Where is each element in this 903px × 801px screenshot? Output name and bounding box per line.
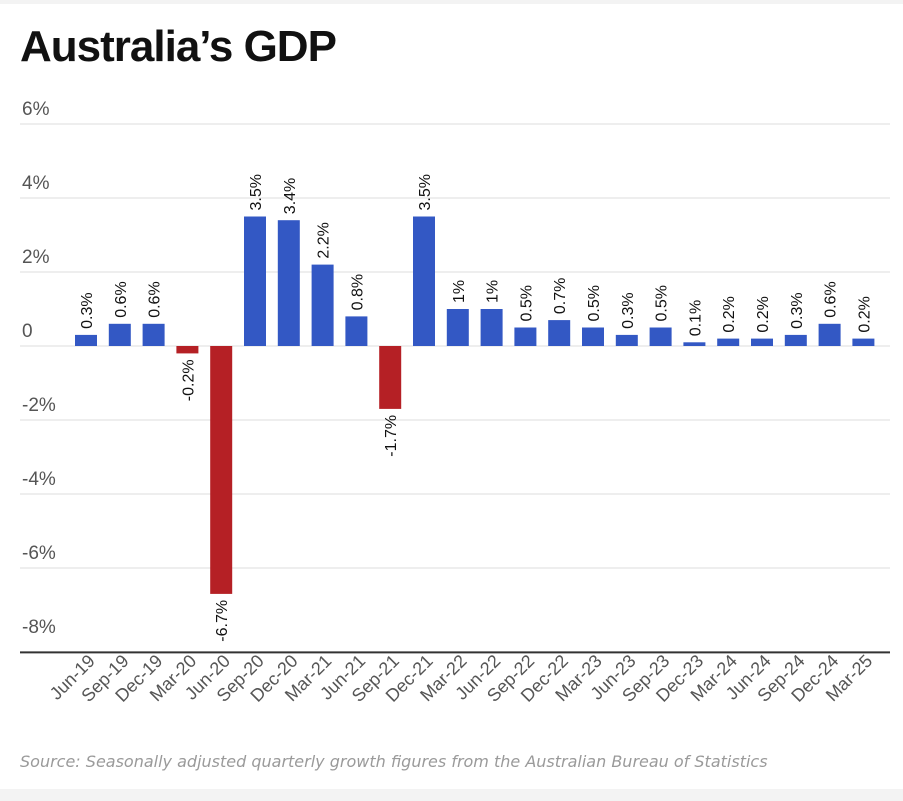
bar-sep-23 [649, 327, 672, 346]
data-label: 0.1% [687, 300, 704, 336]
bar-sep-19 [108, 323, 131, 346]
x-axis-tick-labels: Jun-19Sep-19Dec-19Mar-20Jun-20Sep-20Dec-… [46, 651, 876, 706]
data-label: 0.6% [147, 281, 164, 317]
data-label: -0.2% [180, 359, 197, 401]
y-tick-label: 4% [22, 173, 50, 194]
y-tick-label: -6% [22, 543, 56, 564]
data-label: 0.6% [113, 281, 130, 317]
gridlines [20, 123, 890, 569]
bar-jun-19 [75, 334, 97, 346]
bar-jun-23 [615, 334, 638, 346]
bar-jun-22 [480, 309, 503, 346]
data-label: 0.7% [552, 278, 569, 314]
bar-mar-20 [176, 346, 199, 354]
bar-dec-23 [683, 342, 706, 346]
y-tick-label: 0 [22, 321, 33, 342]
chart-title: Australia’s GDP [20, 22, 337, 71]
bar-dec-21 [413, 216, 435, 346]
bar-sep-22 [514, 327, 537, 346]
data-label: -6.7% [214, 600, 231, 642]
y-axis-tick-labels: 6% 4% 2% 0 -2% -4% -6% -8% [22, 99, 56, 638]
data-label: 0.5% [518, 285, 535, 321]
data-label: 0.3% [789, 292, 806, 328]
gdp-bar-chart: 6% 4% 2% 0 -2% -4% -6% -8% 0.3% 0.6% 0.6% -0.2% -6.… [20, 99, 890, 706]
bar-dec-20 [277, 220, 300, 346]
data-label: 0.3% [79, 292, 96, 328]
data-label: 0.5% [586, 285, 603, 321]
y-tick-label: 2% [22, 247, 50, 268]
data-label: -1.7% [383, 415, 400, 457]
y-tick-label: -8% [22, 617, 56, 638]
bar-dec-24 [818, 323, 841, 346]
source-note: Source: Seasonally adjusted quarterly gr… [20, 752, 768, 771]
data-label: 0.8% [349, 274, 366, 310]
bar-dec-22 [548, 320, 571, 346]
data-label: 3.5% [417, 174, 434, 210]
data-label: 1% [451, 280, 468, 303]
data-label: 0.5% [654, 285, 671, 321]
top-rule [0, 0, 903, 4]
data-label: 0.6% [823, 281, 840, 317]
data-label: 3.5% [248, 174, 265, 210]
y-tick-label: -4% [22, 469, 56, 490]
bar-jun-24 [751, 338, 773, 346]
bottom-rule [0, 789, 903, 801]
bar-sep-21 [379, 346, 402, 409]
data-label: 0.3% [620, 292, 637, 328]
data-label: 0.2% [721, 296, 738, 332]
data-label: 1% [485, 280, 502, 303]
bars [75, 216, 875, 594]
bar-jun-20 [210, 346, 233, 594]
bar-mar-22 [446, 309, 469, 346]
bar-sep-24 [784, 334, 807, 346]
bar-mar-25 [852, 338, 875, 346]
data-label: 0.2% [856, 296, 873, 332]
bar-sep-20 [244, 216, 266, 346]
data-label: 3.4% [282, 178, 299, 214]
bar-mar-21 [311, 264, 334, 346]
y-tick-label: 6% [22, 99, 50, 120]
data-label: 2.2% [316, 222, 333, 258]
data-label: 0.2% [755, 296, 772, 332]
y-tick-label: -2% [22, 395, 56, 416]
bar-jun-21 [345, 316, 368, 346]
bar-mar-24 [717, 338, 740, 346]
bar-mar-23 [582, 327, 604, 346]
bar-dec-19 [142, 323, 165, 346]
data-labels: 0.3% 0.6% 0.6% -0.2% -6.7% 3.5% 3.4% 2.2% 0.8% -1… [79, 174, 873, 642]
